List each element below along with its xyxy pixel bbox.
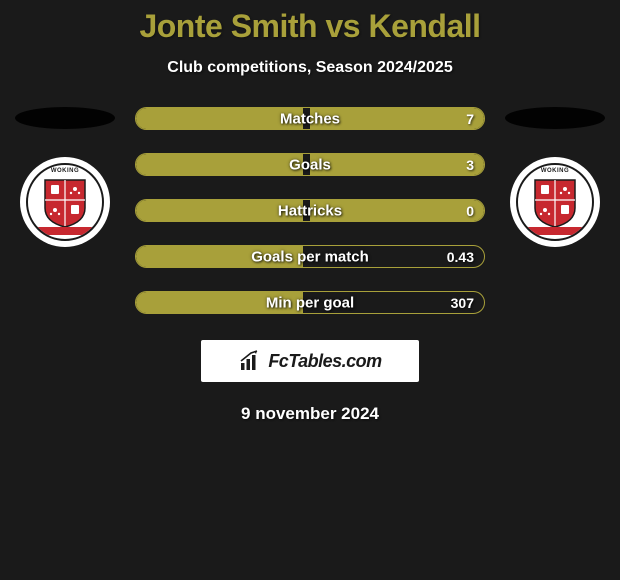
chart-icon bbox=[238, 349, 262, 373]
stat-bar-gpm: Goals per match 0.43 bbox=[135, 245, 485, 268]
club-crest-left: WOKING bbox=[20, 157, 110, 247]
crest-banner-right bbox=[527, 227, 583, 235]
stat-right-value: 0.43 bbox=[447, 249, 474, 265]
stat-right-value: 7 bbox=[466, 111, 474, 127]
stat-fill-left bbox=[136, 154, 303, 175]
stat-right-value: 3 bbox=[466, 157, 474, 173]
player-left-column: WOKING bbox=[15, 107, 115, 247]
player-left-shadow bbox=[15, 107, 115, 129]
infographic-date: 9 november 2024 bbox=[0, 404, 620, 424]
stat-right-value: 307 bbox=[451, 295, 474, 311]
source-logo: FcTables.com bbox=[201, 340, 419, 382]
player-right-column: WOKING bbox=[505, 107, 605, 247]
page-subtitle: Club competitions, Season 2024/2025 bbox=[0, 59, 620, 77]
crest-text-right: WOKING bbox=[541, 168, 569, 174]
comparison-main: WOKING bbox=[0, 107, 620, 314]
club-crest-right: WOKING bbox=[510, 157, 600, 247]
stat-label: Goals per match bbox=[251, 248, 369, 265]
crest-text-left: WOKING bbox=[51, 168, 79, 174]
stat-label: Goals bbox=[289, 156, 331, 173]
stat-label: Matches bbox=[280, 110, 340, 127]
page-title: Jonte Smith vs Kendall bbox=[0, 8, 620, 45]
stat-fill-right bbox=[310, 154, 484, 175]
stat-label: Min per goal bbox=[266, 294, 354, 311]
crest-banner-left bbox=[37, 227, 93, 235]
stat-label: Hattricks bbox=[278, 202, 342, 219]
stat-bar-goals: Goals 3 bbox=[135, 153, 485, 176]
stat-bar-matches: Matches 7 bbox=[135, 107, 485, 130]
shield-icon bbox=[533, 178, 577, 228]
stats-column: Matches 7 Goals 3 Hattricks 0 bbox=[135, 107, 485, 314]
stat-fill-left bbox=[136, 108, 303, 129]
source-logo-text: FcTables.com bbox=[268, 351, 381, 372]
player-right-shadow bbox=[505, 107, 605, 129]
stat-bar-mpg: Min per goal 307 bbox=[135, 291, 485, 314]
stat-right-value: 0 bbox=[466, 203, 474, 219]
stat-bar-hattricks: Hattricks 0 bbox=[135, 199, 485, 222]
shield-icon bbox=[43, 178, 87, 228]
